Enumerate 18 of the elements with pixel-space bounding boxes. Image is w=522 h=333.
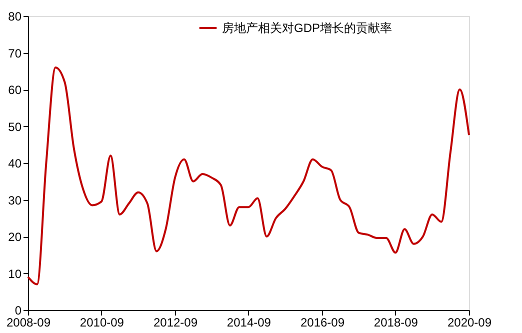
- x-tick-label: 2020-09: [447, 316, 492, 330]
- x-tick-label: 2012-09: [153, 316, 198, 330]
- y-tick-label: 40: [8, 156, 22, 170]
- y-tick-label: 20: [8, 230, 22, 244]
- y-tick-label: 10: [8, 266, 22, 281]
- y-tick-label: 50: [8, 120, 22, 134]
- y-tick-label: 60: [8, 83, 22, 97]
- x-tick-label: 2016-09: [300, 316, 345, 330]
- y-tick-label: 80: [8, 10, 22, 24]
- y-tick-label: 0: [14, 304, 22, 318]
- y-tick-label: 30: [8, 193, 22, 208]
- x-tick-label: 2014-09: [226, 316, 272, 330]
- line-series: [27, 66, 470, 286]
- legend-label: 房地产相关对GDP增长的贡献率: [222, 21, 392, 35]
- x-tick-label: 2008-09: [6, 316, 51, 330]
- x-tick-label: 2010-09: [80, 316, 124, 330]
- x-tick-label: 2018-09: [374, 316, 418, 330]
- y-tick-label: 70: [8, 46, 22, 60]
